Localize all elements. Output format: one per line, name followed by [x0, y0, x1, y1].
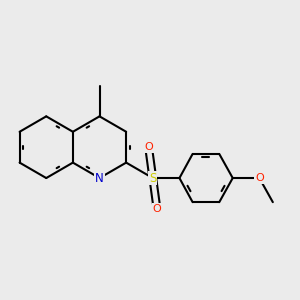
Text: N: N	[95, 172, 104, 184]
Text: O: O	[153, 204, 161, 214]
Text: O: O	[144, 142, 153, 152]
Text: S: S	[149, 172, 157, 184]
Text: O: O	[255, 173, 264, 183]
